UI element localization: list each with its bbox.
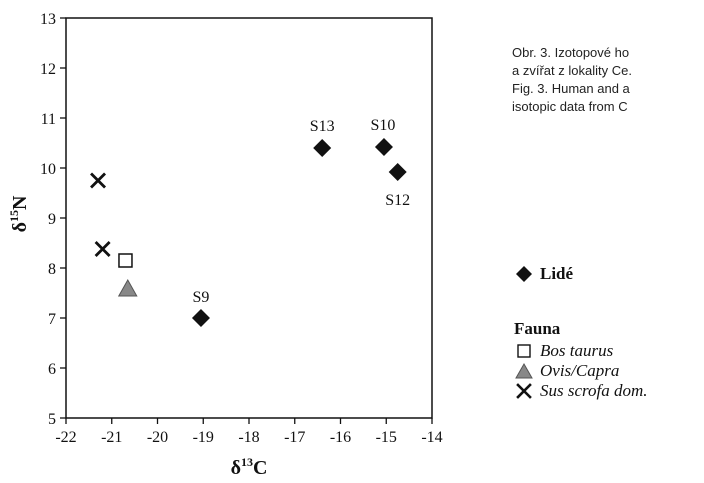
- x-axis-ticks: -22 -21 -20 -19 -18 -17 -16 -15 -14: [55, 418, 443, 446]
- y-tick-label: 13: [40, 11, 56, 28]
- cross-icon: [516, 383, 532, 399]
- data-label: S9: [193, 289, 210, 306]
- data-label: S10: [371, 117, 396, 134]
- x-axis-label: δ13C: [231, 455, 268, 479]
- y-axis-label: δ15N: [7, 195, 31, 232]
- x-tick-label: -22: [55, 429, 76, 446]
- y-tick-label: 5: [48, 411, 56, 428]
- point-triangle: [117, 278, 138, 297]
- x-tick-label: -20: [147, 429, 168, 446]
- square-open-icon: [517, 344, 531, 358]
- x-tick-label: -21: [101, 429, 122, 446]
- point-diamond: [374, 138, 393, 156]
- point-diamond: [388, 163, 407, 181]
- triangle-icon: [515, 362, 533, 379]
- caption-line: isotopic data from C: [512, 99, 628, 114]
- y-tick-label: 6: [48, 361, 56, 378]
- legend-group-title: Fauna: [514, 319, 561, 338]
- axes: [65, 17, 433, 419]
- point-diamond: [313, 139, 332, 157]
- point-square: [118, 253, 133, 268]
- x-tick-label: -19: [193, 429, 214, 446]
- caption-line: a zvířat z lokality Ce.: [512, 63, 632, 78]
- y-axis-ticks: 5 6 7 8 9 10 11 12 13: [40, 11, 66, 428]
- legend-label: Bos taurus: [540, 341, 614, 360]
- y-tick-label: 7: [48, 311, 56, 328]
- caption-line: Obr. 3. Izotopové ho: [512, 45, 630, 60]
- diamond-icon: [516, 266, 532, 282]
- legend-label: Lidé: [540, 264, 574, 283]
- data-marks: S9 S13 S10 S12: [90, 117, 410, 327]
- x-tick-label: -17: [284, 429, 305, 446]
- plot-frame: [65, 17, 433, 419]
- x-tick-label: -16: [330, 429, 351, 446]
- figure-caption: Obr. 3. Izotopové ho a zvířat z lokality…: [512, 44, 704, 116]
- x-tick-label: -14: [421, 429, 442, 446]
- data-label: S13: [310, 118, 335, 135]
- point-cross: [90, 172, 107, 189]
- y-tick-label: 9: [48, 211, 56, 228]
- caption-line: Fig. 3. Human and a: [512, 81, 630, 96]
- point-diamond: [191, 309, 210, 327]
- y-tick-label: 8: [48, 261, 56, 278]
- y-tick-label: 12: [40, 61, 56, 78]
- data-label: S12: [385, 192, 410, 209]
- point-cross: [94, 241, 111, 257]
- x-tick-label: -15: [376, 429, 397, 446]
- legend-label: Sus scrofa dom.: [540, 381, 648, 400]
- x-tick-label: -18: [238, 429, 259, 446]
- legend-label: Ovis/Capra: [540, 361, 620, 380]
- y-tick-label: 11: [41, 111, 56, 128]
- y-tick-label: 10: [40, 161, 56, 178]
